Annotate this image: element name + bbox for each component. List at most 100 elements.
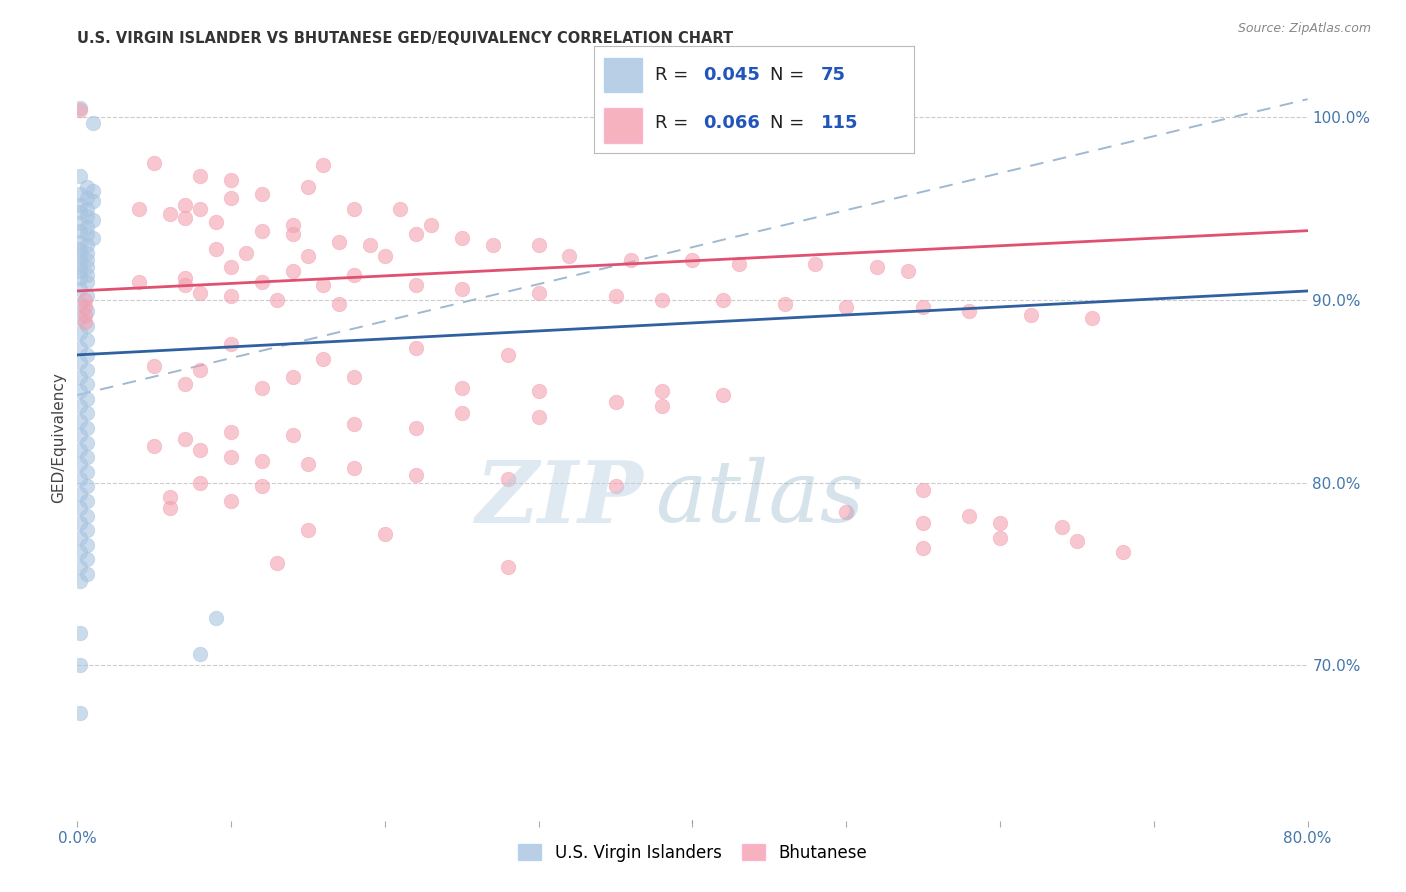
Point — [374, 527, 396, 541]
Point — [188, 169, 212, 183]
Point — [76, 406, 98, 420]
Point — [174, 271, 197, 285]
Point — [76, 220, 98, 235]
Point — [343, 417, 366, 432]
Point — [605, 395, 627, 409]
Point — [76, 508, 98, 523]
Point — [143, 439, 166, 453]
Text: atlas: atlas — [655, 457, 865, 540]
Point — [69, 249, 91, 263]
Point — [128, 202, 150, 216]
Point — [188, 442, 212, 457]
Point — [374, 249, 396, 263]
Y-axis label: GED/Equivalency: GED/Equivalency — [51, 372, 66, 502]
Point — [73, 308, 96, 322]
Point — [69, 658, 91, 673]
Point — [76, 304, 98, 318]
Point — [69, 369, 91, 384]
Point — [328, 235, 350, 249]
Point — [405, 278, 427, 293]
Point — [76, 362, 98, 376]
Point — [682, 252, 704, 267]
Point — [69, 574, 91, 589]
Point — [174, 198, 197, 212]
Point — [281, 369, 304, 384]
Point — [76, 465, 98, 479]
Point — [188, 285, 212, 300]
Point — [76, 435, 98, 450]
Point — [219, 450, 242, 465]
Point — [266, 293, 288, 307]
Point — [76, 179, 98, 194]
Point — [711, 293, 734, 307]
Point — [76, 209, 98, 223]
Point — [450, 231, 472, 245]
Point — [69, 442, 91, 457]
Point — [143, 359, 166, 373]
Point — [143, 156, 166, 170]
Point — [69, 216, 91, 230]
Point — [250, 381, 273, 395]
Point — [651, 293, 673, 307]
Point — [405, 341, 427, 355]
Point — [297, 523, 319, 537]
Point — [343, 461, 366, 475]
Point — [219, 494, 242, 508]
Point — [76, 421, 98, 435]
Point — [82, 194, 104, 209]
Point — [76, 318, 98, 333]
Point — [866, 260, 889, 275]
Point — [235, 245, 257, 260]
Point — [69, 271, 91, 285]
Point — [219, 172, 242, 186]
Point — [405, 227, 427, 242]
Point — [174, 432, 197, 446]
Point — [219, 425, 242, 439]
Point — [69, 264, 91, 278]
Point — [328, 297, 350, 311]
Point — [912, 483, 935, 497]
Point — [988, 531, 1011, 545]
Point — [912, 301, 935, 315]
Point — [69, 101, 91, 115]
Point — [219, 337, 242, 351]
Point — [76, 252, 98, 267]
Point — [69, 187, 91, 202]
Point — [69, 256, 91, 270]
Point — [912, 541, 935, 556]
Point — [281, 227, 304, 242]
Point — [605, 107, 627, 121]
Point — [69, 559, 91, 574]
Point — [174, 211, 197, 225]
Point — [343, 202, 366, 216]
Point — [76, 275, 98, 289]
Point — [204, 214, 226, 228]
Point — [605, 289, 627, 303]
Point — [69, 297, 91, 311]
Point — [527, 409, 550, 424]
Point — [297, 179, 319, 194]
Point — [82, 116, 104, 130]
Point — [405, 468, 427, 483]
Point — [76, 348, 98, 362]
Point — [405, 421, 427, 435]
Point — [343, 369, 366, 384]
Point — [312, 158, 335, 172]
Point — [69, 326, 91, 340]
Point — [73, 293, 96, 307]
Point — [69, 103, 91, 117]
Point — [219, 191, 242, 205]
Point — [1050, 519, 1073, 533]
Point — [651, 399, 673, 413]
Point — [128, 275, 150, 289]
Point — [773, 297, 796, 311]
Point — [159, 207, 181, 221]
Point — [174, 278, 197, 293]
Point — [496, 559, 519, 574]
Point — [76, 450, 98, 465]
Point — [527, 384, 550, 399]
Point — [912, 516, 935, 530]
Point — [82, 231, 104, 245]
Point — [188, 202, 212, 216]
Point — [69, 545, 91, 559]
